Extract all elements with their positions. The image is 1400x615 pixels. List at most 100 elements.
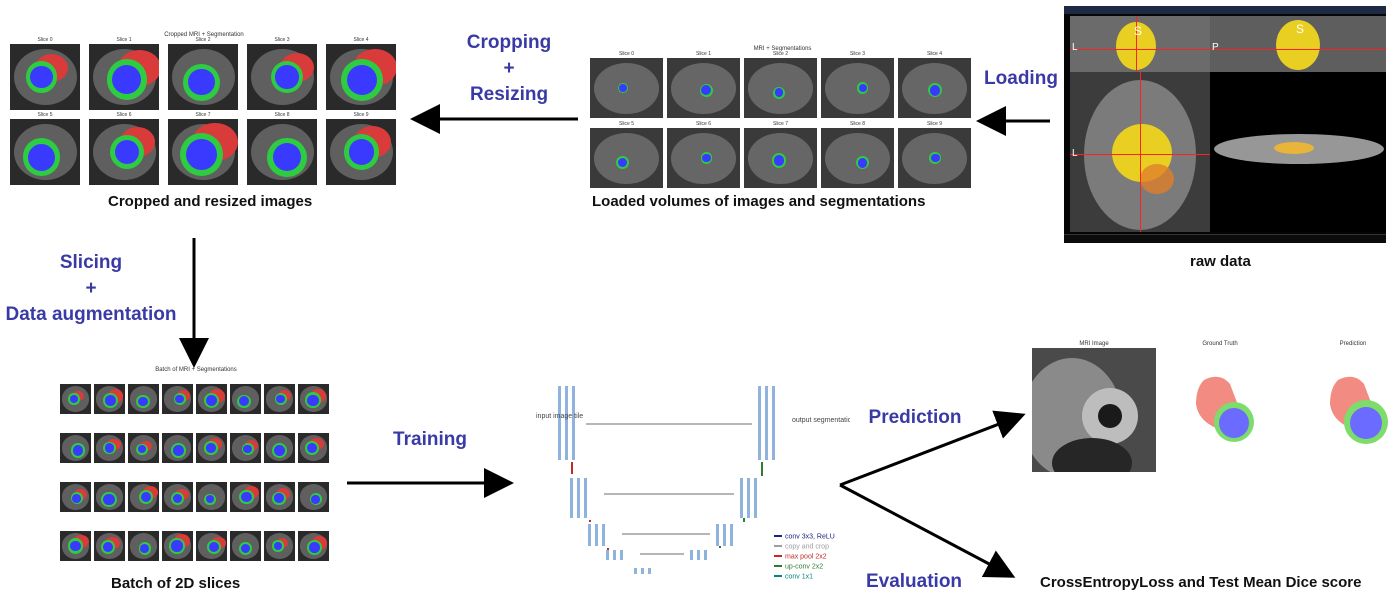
arrow-evaluate [839,483,1016,578]
step-slicing-augmentation: Slicing + Data augmentation [0,250,182,328]
unet-block [584,478,587,518]
unet-block [723,524,726,546]
slice-tile: Slice 2 [744,51,817,118]
unet-block [572,386,575,460]
slice-tile: Slice 6 [667,121,740,188]
marker-s: S [1134,24,1143,38]
pred-pred-title: Prediction [1339,341,1367,347]
unet-block [704,550,707,560]
slice-label: Slice 5 [37,112,53,118]
unet-block [588,524,591,546]
step-cropping-text: Cropping [466,32,552,53]
step-augmentation-text: Data augmentation [5,304,177,325]
slice-label: Slice 2 [772,51,788,57]
slice-tile [162,384,193,414]
unet-block [606,550,609,560]
cropped-images-grid: Slice 0 Slice 1 Slice 2 Slice 3 Slice 4 Slice… [10,37,398,188]
viewer-main-pane: L [1070,72,1210,232]
unet-block [772,386,775,460]
viewer-menu-bar [1064,6,1386,14]
slice-label: Slice 6 [116,112,132,118]
slice-tile: Slice 8 [247,112,317,185]
pred-prediction [1330,376,1388,444]
slice-tile: Slice 0 [10,37,80,110]
unet-block [690,550,693,560]
slice-tile [298,433,329,463]
slice-tile [230,531,261,561]
unet-block [634,568,637,574]
slice-label: Slice 5 [618,121,634,127]
slice-tile: Slice 7 [744,121,817,188]
slice-tile: Slice 4 [898,51,971,118]
slice-tile: Slice 0 [590,51,663,118]
viewer-status-bar [1064,234,1386,243]
slice-tile: Slice 1 [89,37,159,110]
slice-tile: Slice 4 [326,37,396,110]
step-cropping-resizing: Cropping + Resizing [448,30,570,108]
slice-tile [128,531,159,561]
slice-label: Slice 8 [849,121,865,127]
unet-output-label: output segmentation map [792,417,850,424]
legend-item: max pool 2x2 [785,554,827,561]
caption-cropped: Cropped and resized images [108,193,313,210]
pred-mri-image [1032,348,1156,472]
marker-p: P [1212,42,1219,53]
raw-data-viewer: S L S P L [1064,6,1386,243]
legend-item: conv 1x1 [785,574,813,581]
slice-tile [128,482,159,512]
slice-tile [264,433,295,463]
slice-tile: Slice 9 [326,112,396,185]
cropped-panel-title: Cropped MRI + Segmentation [164,32,244,38]
slice-tile [196,433,227,463]
slice-tile [60,433,91,463]
slice-tile [60,531,91,561]
slice-tile [162,531,193,561]
slice-tile: Slice 1 [667,51,740,118]
slice-tile [94,384,125,414]
slice-tile [128,433,159,463]
slice-tile [60,482,91,512]
marker-l-2: L [1072,148,1078,159]
step-loading: Loading [984,68,1058,89]
slice-tile [230,384,261,414]
slice-tile [298,482,329,512]
slice-tile [298,384,329,414]
caption-raw: raw data [1190,253,1251,270]
slice-tile: Slice 2 [168,37,238,110]
slice-tile [230,482,261,512]
viewer-side-pane [1210,72,1386,232]
unet-block [613,550,616,560]
slice-label: Slice 1 [116,37,132,43]
batch-slices-grid [60,384,332,568]
slice-label: Slice 8 [274,112,290,118]
slice-label: Slice 1 [695,51,711,57]
unet-diagram: input image tile output segmentation map… [536,386,850,581]
loaded-panel-title: MRI + Segmentations [753,46,812,52]
slice-tile: Slice 8 [821,121,894,188]
step-training: Training [393,429,467,450]
step-plus-text-2: + [85,278,97,299]
unet-block [595,524,598,546]
slice-label: Slice 3 [849,51,865,57]
legend-item: conv 3x3, ReLU [785,534,835,541]
unet-block [620,550,623,560]
step-resizing-text: Resizing [469,84,549,105]
slice-tile: Slice 5 [10,112,80,185]
slice-tile [94,531,125,561]
unet-block [747,478,750,518]
slice-tile [162,433,193,463]
pred-gt-title: Ground Truth [1202,341,1238,347]
slice-label: Slice 3 [274,37,290,43]
slice-label: Slice 0 [618,51,634,57]
caption-batch: Batch of 2D slices [111,575,241,592]
pred-ground-truth [1196,376,1254,442]
unet-block [558,386,561,460]
step-prediction: Prediction [868,407,962,428]
step-plus-text: + [503,58,515,79]
unet-block [577,478,580,518]
slice-tile: Slice 6 [89,112,159,185]
caption-metrics: CrossEntropyLoss and Test Mean Dice scor… [1040,574,1362,591]
slice-tile [196,531,227,561]
slice-tile [298,531,329,561]
